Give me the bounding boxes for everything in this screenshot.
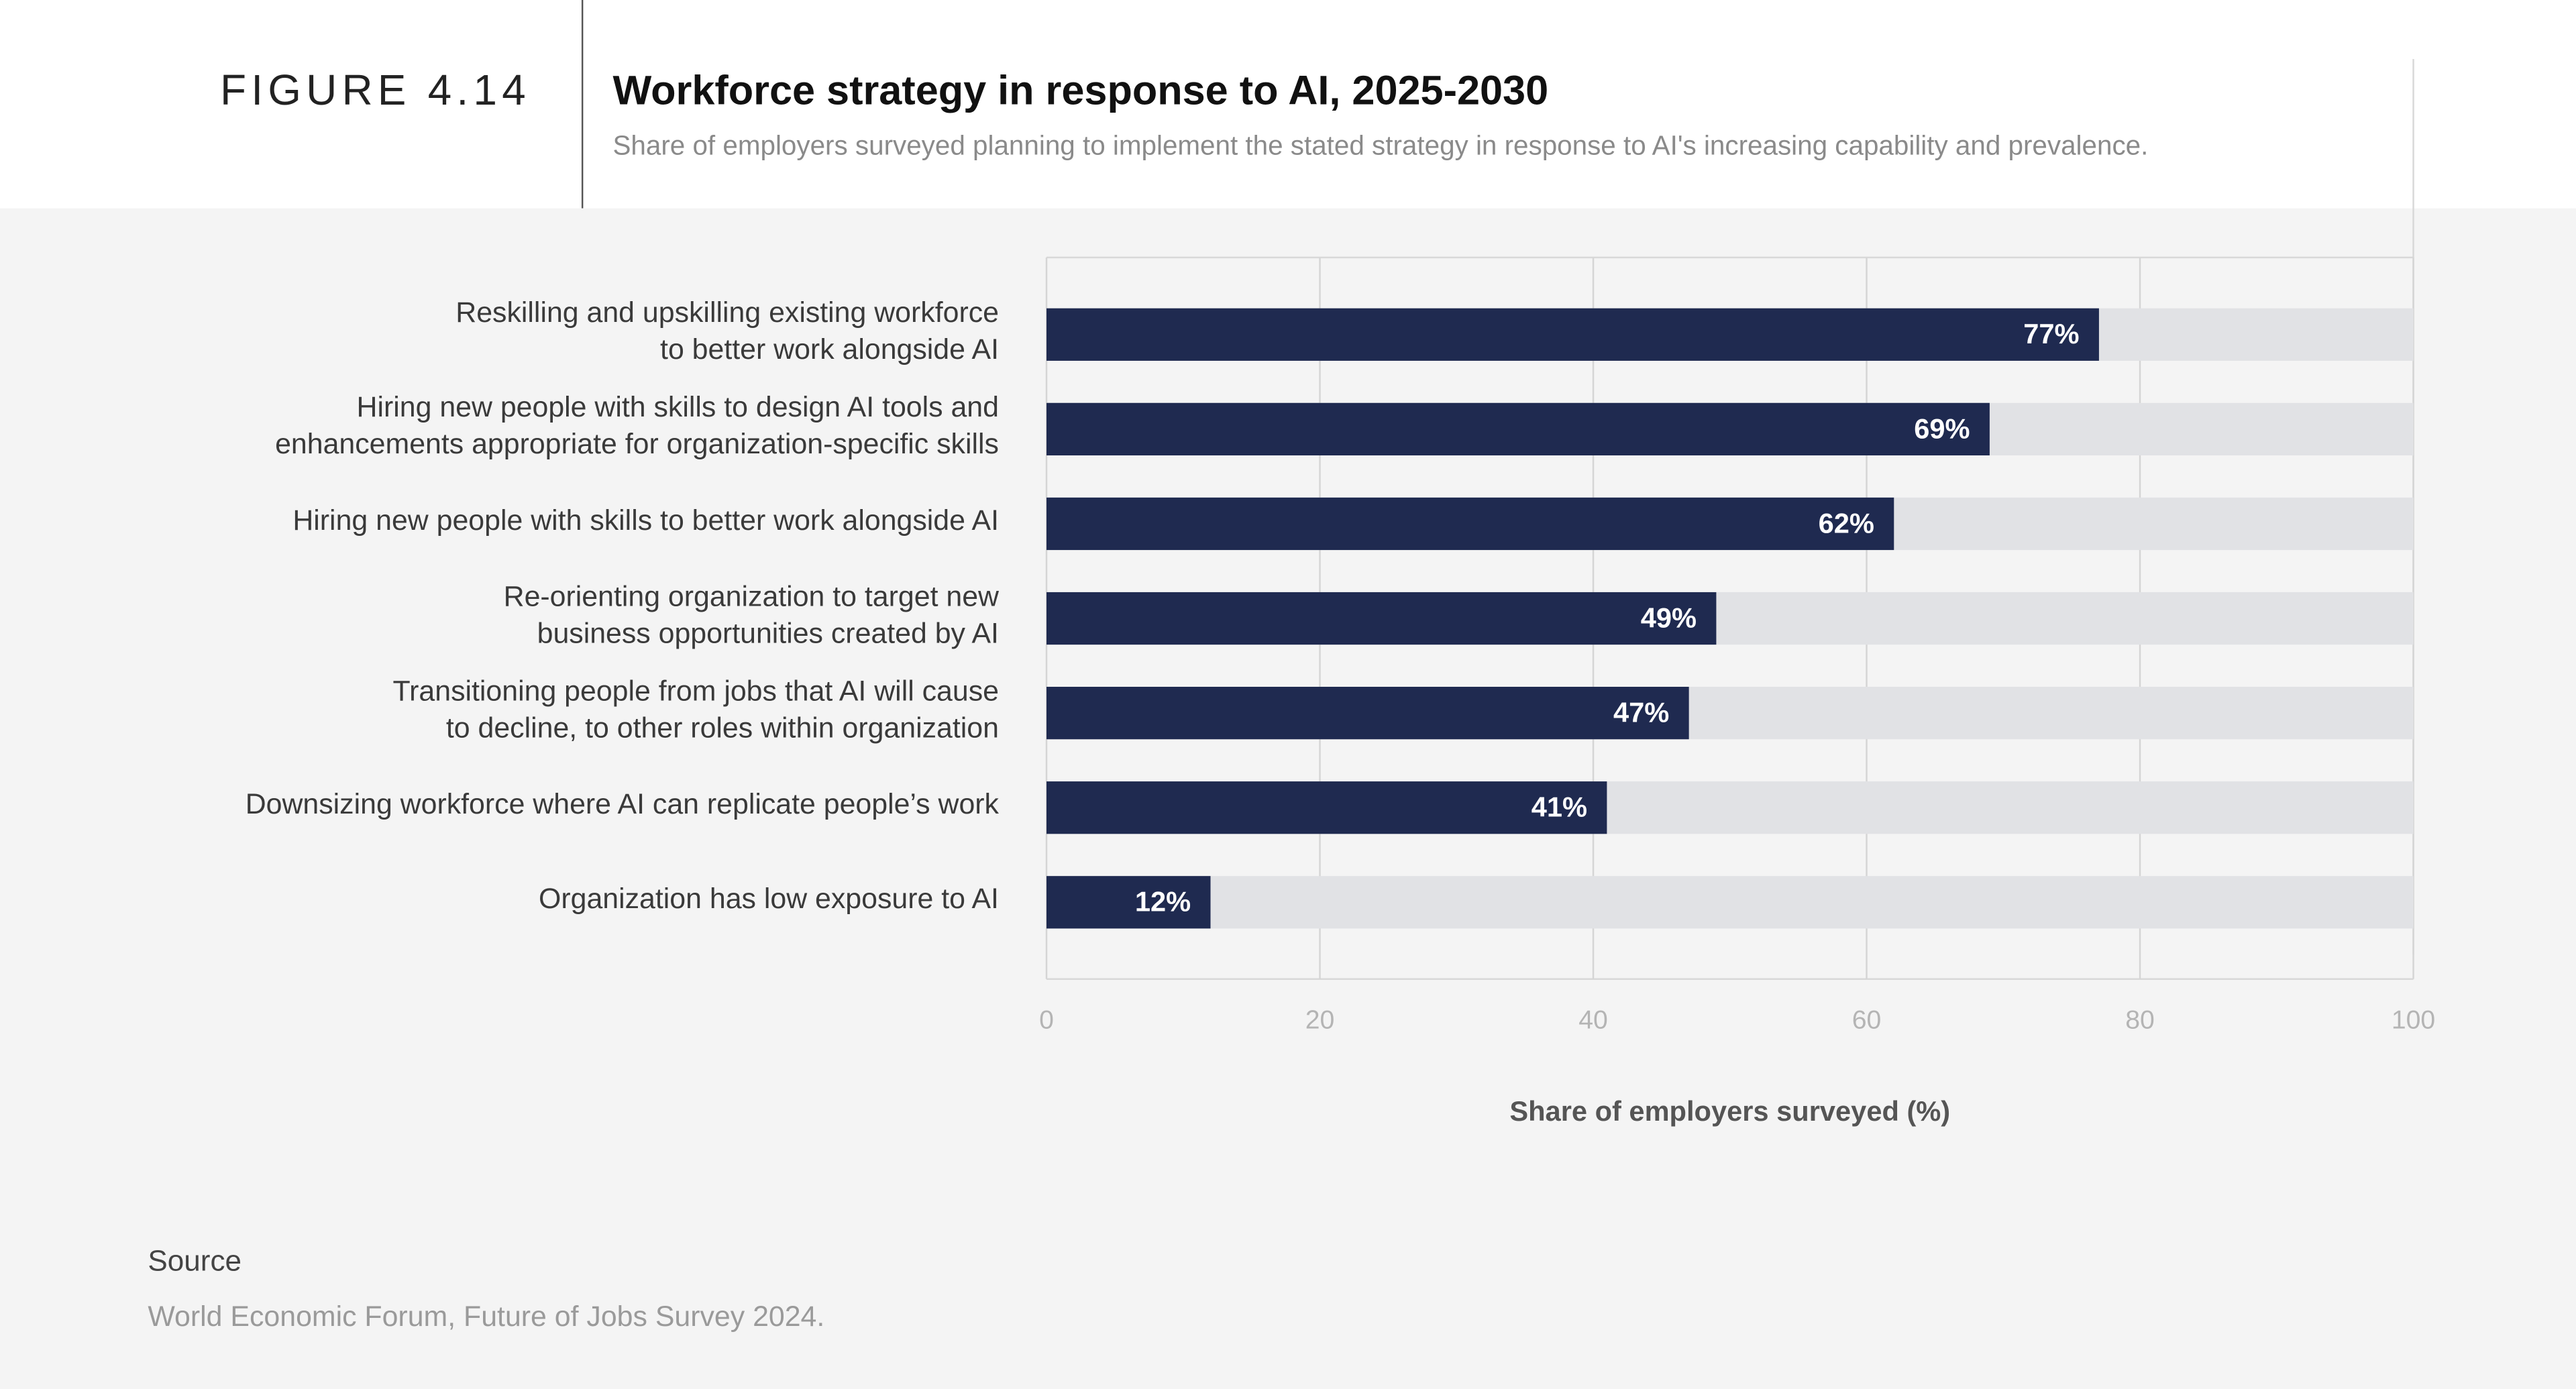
y-tick-label: Reskilling and upskilling existing workf… — [455, 296, 999, 329]
value-label: 69% — [1914, 412, 1970, 444]
bar — [1046, 308, 2099, 361]
x-tick-label: 100 — [2392, 1006, 2435, 1035]
y-tick-label: to better work alongside AI — [660, 333, 999, 366]
bar — [1046, 497, 1894, 551]
chart-title: Workforce strategy in response to AI, 20… — [612, 68, 1548, 113]
y-tick-label: business opportunities created by AI — [537, 617, 999, 649]
value-label: 47% — [1613, 697, 1669, 728]
bar-track — [1046, 876, 2414, 929]
bar — [1046, 402, 1990, 456]
bar — [1046, 781, 1607, 834]
source-text: World Economic Forum, Future of Jobs Sur… — [148, 1300, 824, 1333]
x-tick-label: 80 — [2125, 1006, 2155, 1035]
source-heading: Source — [148, 1244, 241, 1277]
value-label: 12% — [1135, 886, 1191, 918]
y-tick-label: Transitioning people from jobs that AI w… — [393, 675, 999, 708]
x-tick-label: 0 — [1039, 1006, 1054, 1035]
y-tick-label: to decline, to other roles within organi… — [446, 712, 999, 744]
x-tick-label: 20 — [1305, 1006, 1335, 1035]
value-label: 77% — [2023, 318, 2079, 349]
y-tick-label: enhancements appropriate for organizatio… — [275, 428, 999, 460]
bar — [1046, 592, 1717, 645]
x-tick-label: 40 — [1578, 1006, 1608, 1035]
figure-label: FIGURE 4.14 — [220, 66, 531, 114]
chart-subtitle: Share of employers surveyed planning to … — [612, 130, 2148, 161]
value-label: 62% — [1819, 507, 1874, 539]
bar — [1046, 876, 1211, 929]
y-tick-label: Hiring new people with skills to better … — [292, 504, 999, 537]
y-tick-label: Hiring new people with skills to design … — [357, 391, 999, 423]
y-tick-label: Organization has low exposure to AI — [539, 883, 999, 915]
y-tick-label: Re-orienting organization to target new — [504, 580, 1000, 612]
x-axis-label: Share of employers surveyed (%) — [1509, 1095, 1950, 1127]
header-band — [0, 0, 2576, 209]
y-tick-label: Downsizing workforce where AI can replic… — [246, 788, 1000, 820]
value-label: 41% — [1532, 791, 1587, 823]
bar — [1046, 687, 1689, 740]
value-label: 49% — [1641, 602, 1697, 633]
x-tick-label: 60 — [1852, 1006, 1882, 1035]
